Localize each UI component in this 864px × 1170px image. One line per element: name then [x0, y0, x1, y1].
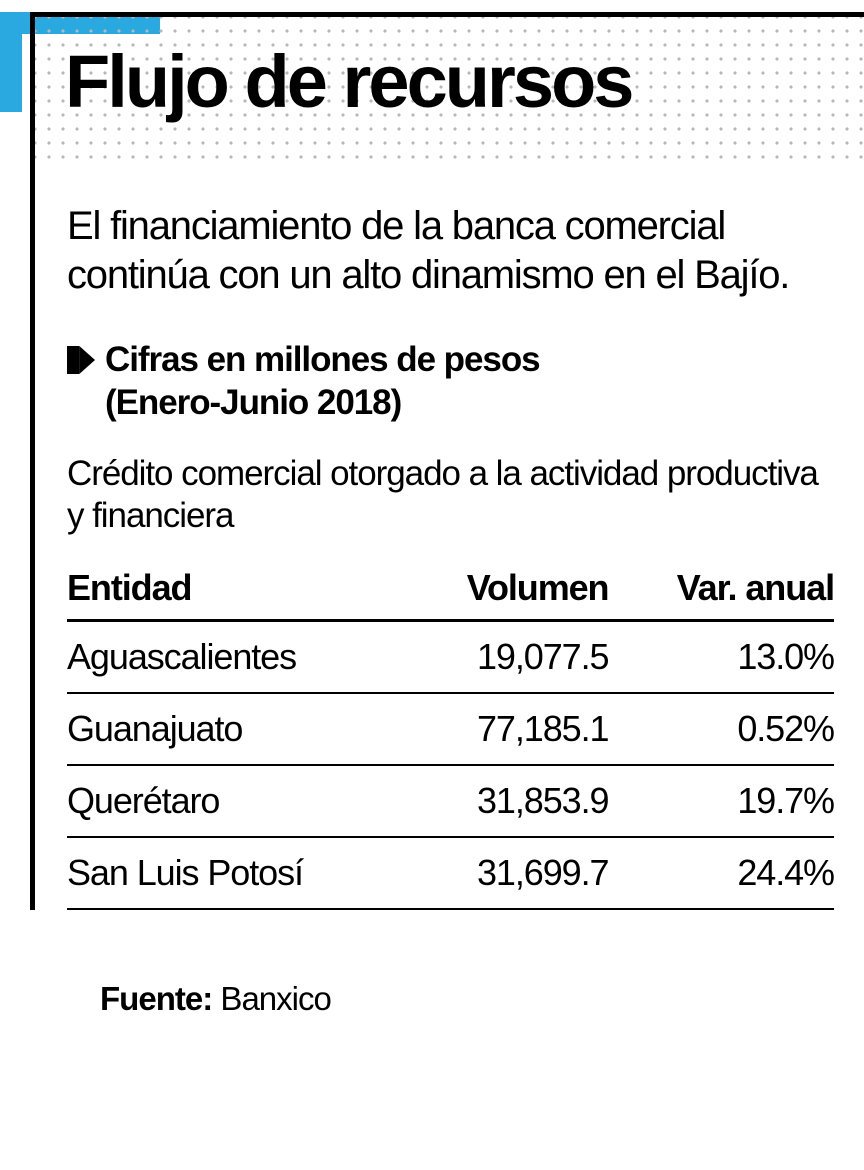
subhead-text: Cifras en millones de pesos (Enero-Junio… — [105, 338, 540, 426]
cell-entidad: Guanajuato — [67, 693, 405, 765]
col-entidad: Entidad — [67, 561, 405, 621]
lead-paragraph: El financiamiento de la banca comercial … — [67, 202, 834, 300]
table-row: Aguascalientes 19,077.5 13.0% — [67, 621, 834, 694]
cell-var: 0.52% — [608, 693, 834, 765]
cell-var: 13.0% — [608, 621, 834, 694]
cell-var: 19.7% — [608, 765, 834, 837]
table-row: San Luis Potosí 31,699.7 24.4% — [67, 837, 834, 909]
source-line: Fuente: Banxico — [100, 980, 864, 1018]
subhead: Cifras en millones de pesos (Enero-Junio… — [67, 338, 834, 426]
table-row: Guanajuato 77,185.1 0.52% — [67, 693, 834, 765]
subhead-line1: Cifras en millones de pesos — [105, 340, 540, 379]
table-subtitle: Crédito comercial otorgado a la activida… — [67, 453, 834, 537]
table-header-row: Entidad Volumen Var. anual — [67, 561, 834, 621]
title: Flujo de recursos — [65, 45, 834, 119]
cell-entidad: Querétaro — [67, 765, 405, 837]
source-label: Fuente: — [100, 980, 212, 1017]
header: Flujo de recursos — [30, 12, 864, 162]
cell-volumen: 77,185.1 — [405, 693, 608, 765]
data-table: Entidad Volumen Var. anual Aguascaliente… — [67, 561, 834, 910]
cell-volumen: 31,699.7 — [405, 837, 608, 909]
subhead-line2: (Enero-Junio 2018) — [105, 383, 401, 422]
cell-entidad: San Luis Potosí — [67, 837, 405, 909]
col-volumen: Volumen — [405, 561, 608, 621]
table-row: Querétaro 31,853.9 19.7% — [67, 765, 834, 837]
col-var: Var. anual — [608, 561, 834, 621]
cell-entidad: Aguascalientes — [67, 621, 405, 694]
cell-volumen: 19,077.5 — [405, 621, 608, 694]
cell-var: 24.4% — [608, 837, 834, 909]
source-value: Banxico — [220, 980, 330, 1017]
body: El financiamiento de la banca comercial … — [30, 162, 864, 910]
play-arrow-icon — [67, 346, 95, 374]
cell-volumen: 31,853.9 — [405, 765, 608, 837]
infographic-card: Flujo de recursos El financiamiento de l… — [0, 12, 864, 1170]
